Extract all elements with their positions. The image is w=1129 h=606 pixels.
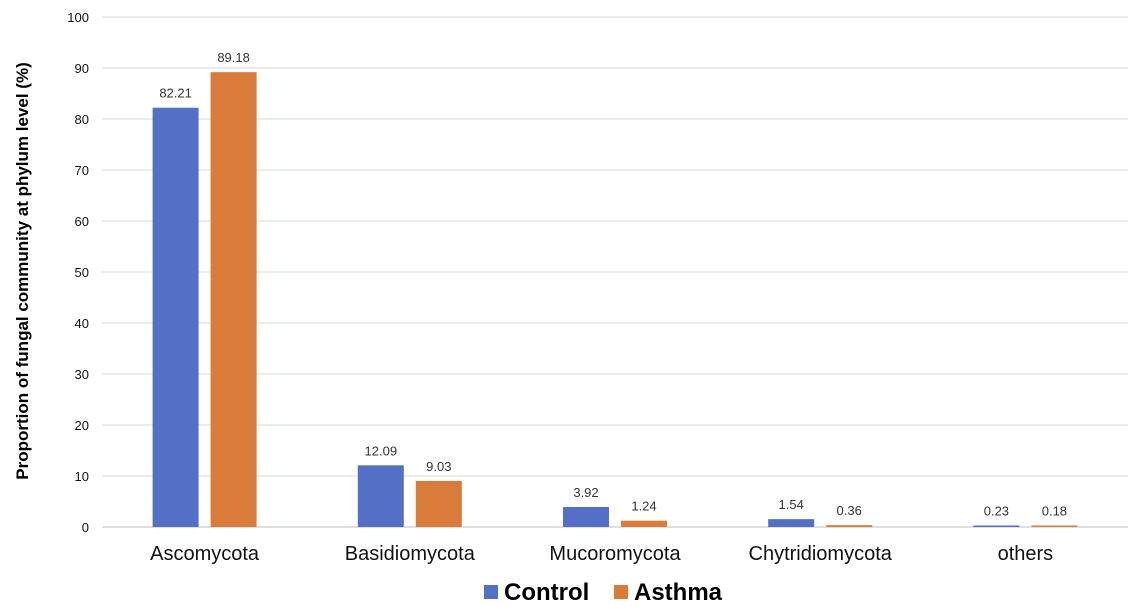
y-tick-label: 100 — [67, 10, 89, 25]
bar-control — [973, 525, 1020, 527]
bar-asthma — [1031, 525, 1078, 527]
category-labels: Ascomycota Basidiomycota Mucoromycota Chytr… — [150, 543, 1053, 565]
data-labels: 82.21 89.18 12.09 9.03 3.92 1.24 1.54 0.36 0.23 0… — [159, 50, 1067, 518]
y-tick-label: 80 — [75, 112, 89, 127]
data-label: 0.36 — [837, 503, 862, 518]
legend-label-asthma: Asthma — [634, 579, 723, 606]
y-tick-label: 20 — [75, 418, 89, 433]
bar-asthma — [210, 72, 257, 527]
legend-swatch-asthma — [614, 585, 628, 599]
category-label: Ascomycota — [150, 543, 260, 565]
data-label: 0.18 — [1042, 504, 1067, 519]
category-label: others — [998, 543, 1054, 565]
y-tick-label: 70 — [75, 163, 89, 178]
y-tick-label: 30 — [75, 367, 89, 382]
y-tick-label: 0 — [82, 520, 89, 535]
category-label: Basidiomycota — [345, 543, 476, 565]
legend-label-control: Control — [504, 579, 589, 606]
bar-control — [563, 507, 609, 527]
data-label: 9.03 — [426, 459, 451, 474]
y-axis-label: Proportion of fungal community at phylum… — [13, 62, 32, 479]
bar-asthma — [415, 480, 462, 527]
data-label: 1.24 — [631, 499, 656, 514]
category-label: Mucoromycota — [549, 543, 681, 565]
data-label: 1.54 — [779, 497, 804, 512]
legend-swatch-control — [484, 585, 498, 599]
bars — [152, 72, 1078, 527]
y-tick-labels: 0 10 20 30 40 50 60 70 80 90 100 — [67, 10, 89, 535]
y-tick-label: 10 — [75, 469, 89, 484]
y-tick-label: 90 — [75, 61, 89, 76]
data-label: 12.09 — [365, 443, 398, 458]
data-label: 0.23 — [984, 504, 1009, 519]
y-tick-label: 60 — [75, 214, 89, 229]
bar-control — [357, 465, 404, 527]
data-label: 82.21 — [159, 86, 192, 101]
bar-control — [152, 107, 199, 527]
bar-asthma — [826, 525, 873, 527]
y-tick-label: 50 — [75, 265, 89, 280]
y-tick-label: 40 — [75, 316, 89, 331]
bar-asthma — [621, 520, 667, 527]
data-label: 89.18 — [217, 50, 250, 65]
bar-control — [768, 519, 815, 527]
legend: Control Asthma — [484, 579, 723, 606]
data-label: 3.92 — [573, 485, 598, 500]
gridlines — [102, 16, 1128, 528]
category-label: Chytridiomycota — [749, 543, 893, 565]
